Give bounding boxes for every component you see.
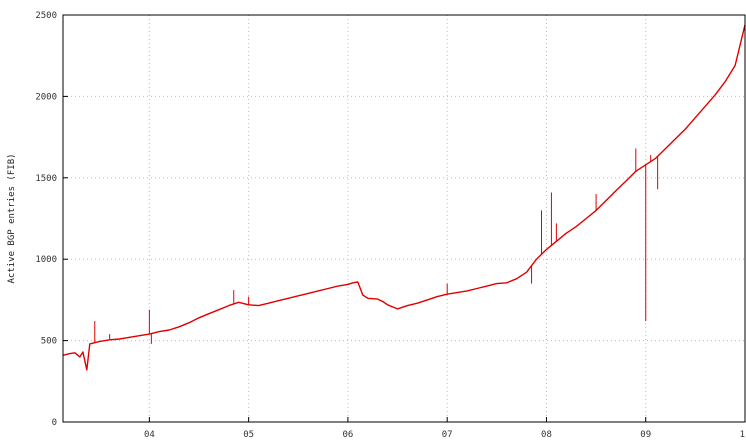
- x-tick-labels: 04 05 06 07 08 09 1: [144, 430, 745, 440]
- x-tick-label: 04: [144, 430, 155, 440]
- y-tick-labels: 0 500 1000 1500 2000 2500: [35, 11, 57, 428]
- y-tick-label: 0: [52, 418, 57, 428]
- x-tick-label: 06: [342, 430, 353, 440]
- y-tick-label: 1000: [35, 255, 57, 265]
- y-tick-label: 1500: [35, 174, 57, 184]
- grid-lines: [63, 15, 745, 422]
- x-tick-label: 1: [740, 430, 745, 440]
- y-axis-label: Active BGP entries (FIB): [7, 153, 17, 283]
- x-tick-label: 07: [442, 430, 453, 440]
- series-layer: [62, 15, 746, 371]
- y-tick-label: 2500: [35, 11, 57, 21]
- axis-ticks: [63, 14, 746, 423]
- y-tick-label: 2000: [35, 92, 57, 102]
- plot-frame: [62, 14, 746, 423]
- y-tick-label: 500: [41, 337, 57, 347]
- series-line: [62, 24, 746, 371]
- x-tick-label: 05: [243, 430, 254, 440]
- x-tick-label: 08: [541, 430, 552, 440]
- x-tick-label: 09: [640, 430, 651, 440]
